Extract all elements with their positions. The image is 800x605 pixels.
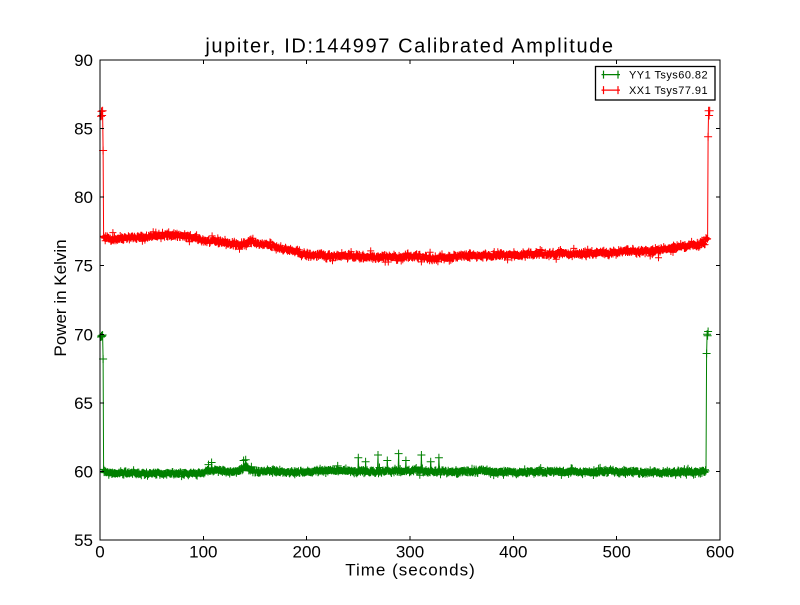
svg-text:85: 85 [74,120,93,139]
svg-text:70: 70 [74,325,93,344]
svg-text:Power in Kelvin: Power in Kelvin [51,239,70,356]
svg-text:60: 60 [74,462,93,481]
svg-text:0: 0 [95,543,104,562]
svg-text:jupiter, ID:144997 Calibrated: jupiter, ID:144997 Calibrated Amplitude [204,36,614,58]
svg-text:55: 55 [74,531,93,550]
svg-text:500: 500 [603,543,631,562]
svg-text:Time (seconds): Time (seconds) [345,561,476,580]
svg-text:400: 400 [499,543,527,562]
svg-text:100: 100 [189,543,217,562]
svg-text:65: 65 [74,394,93,413]
svg-text:600: 600 [706,543,734,562]
svg-text:90: 90 [74,51,93,70]
svg-text:200: 200 [293,543,321,562]
svg-text:80: 80 [74,188,93,207]
svg-text:YY1 Tsys60.82: YY1 Tsys60.82 [629,69,708,81]
svg-text:300: 300 [396,543,424,562]
svg-text:XX1 Tsys77.91: XX1 Tsys77.91 [629,85,708,97]
svg-text:75: 75 [74,257,93,276]
